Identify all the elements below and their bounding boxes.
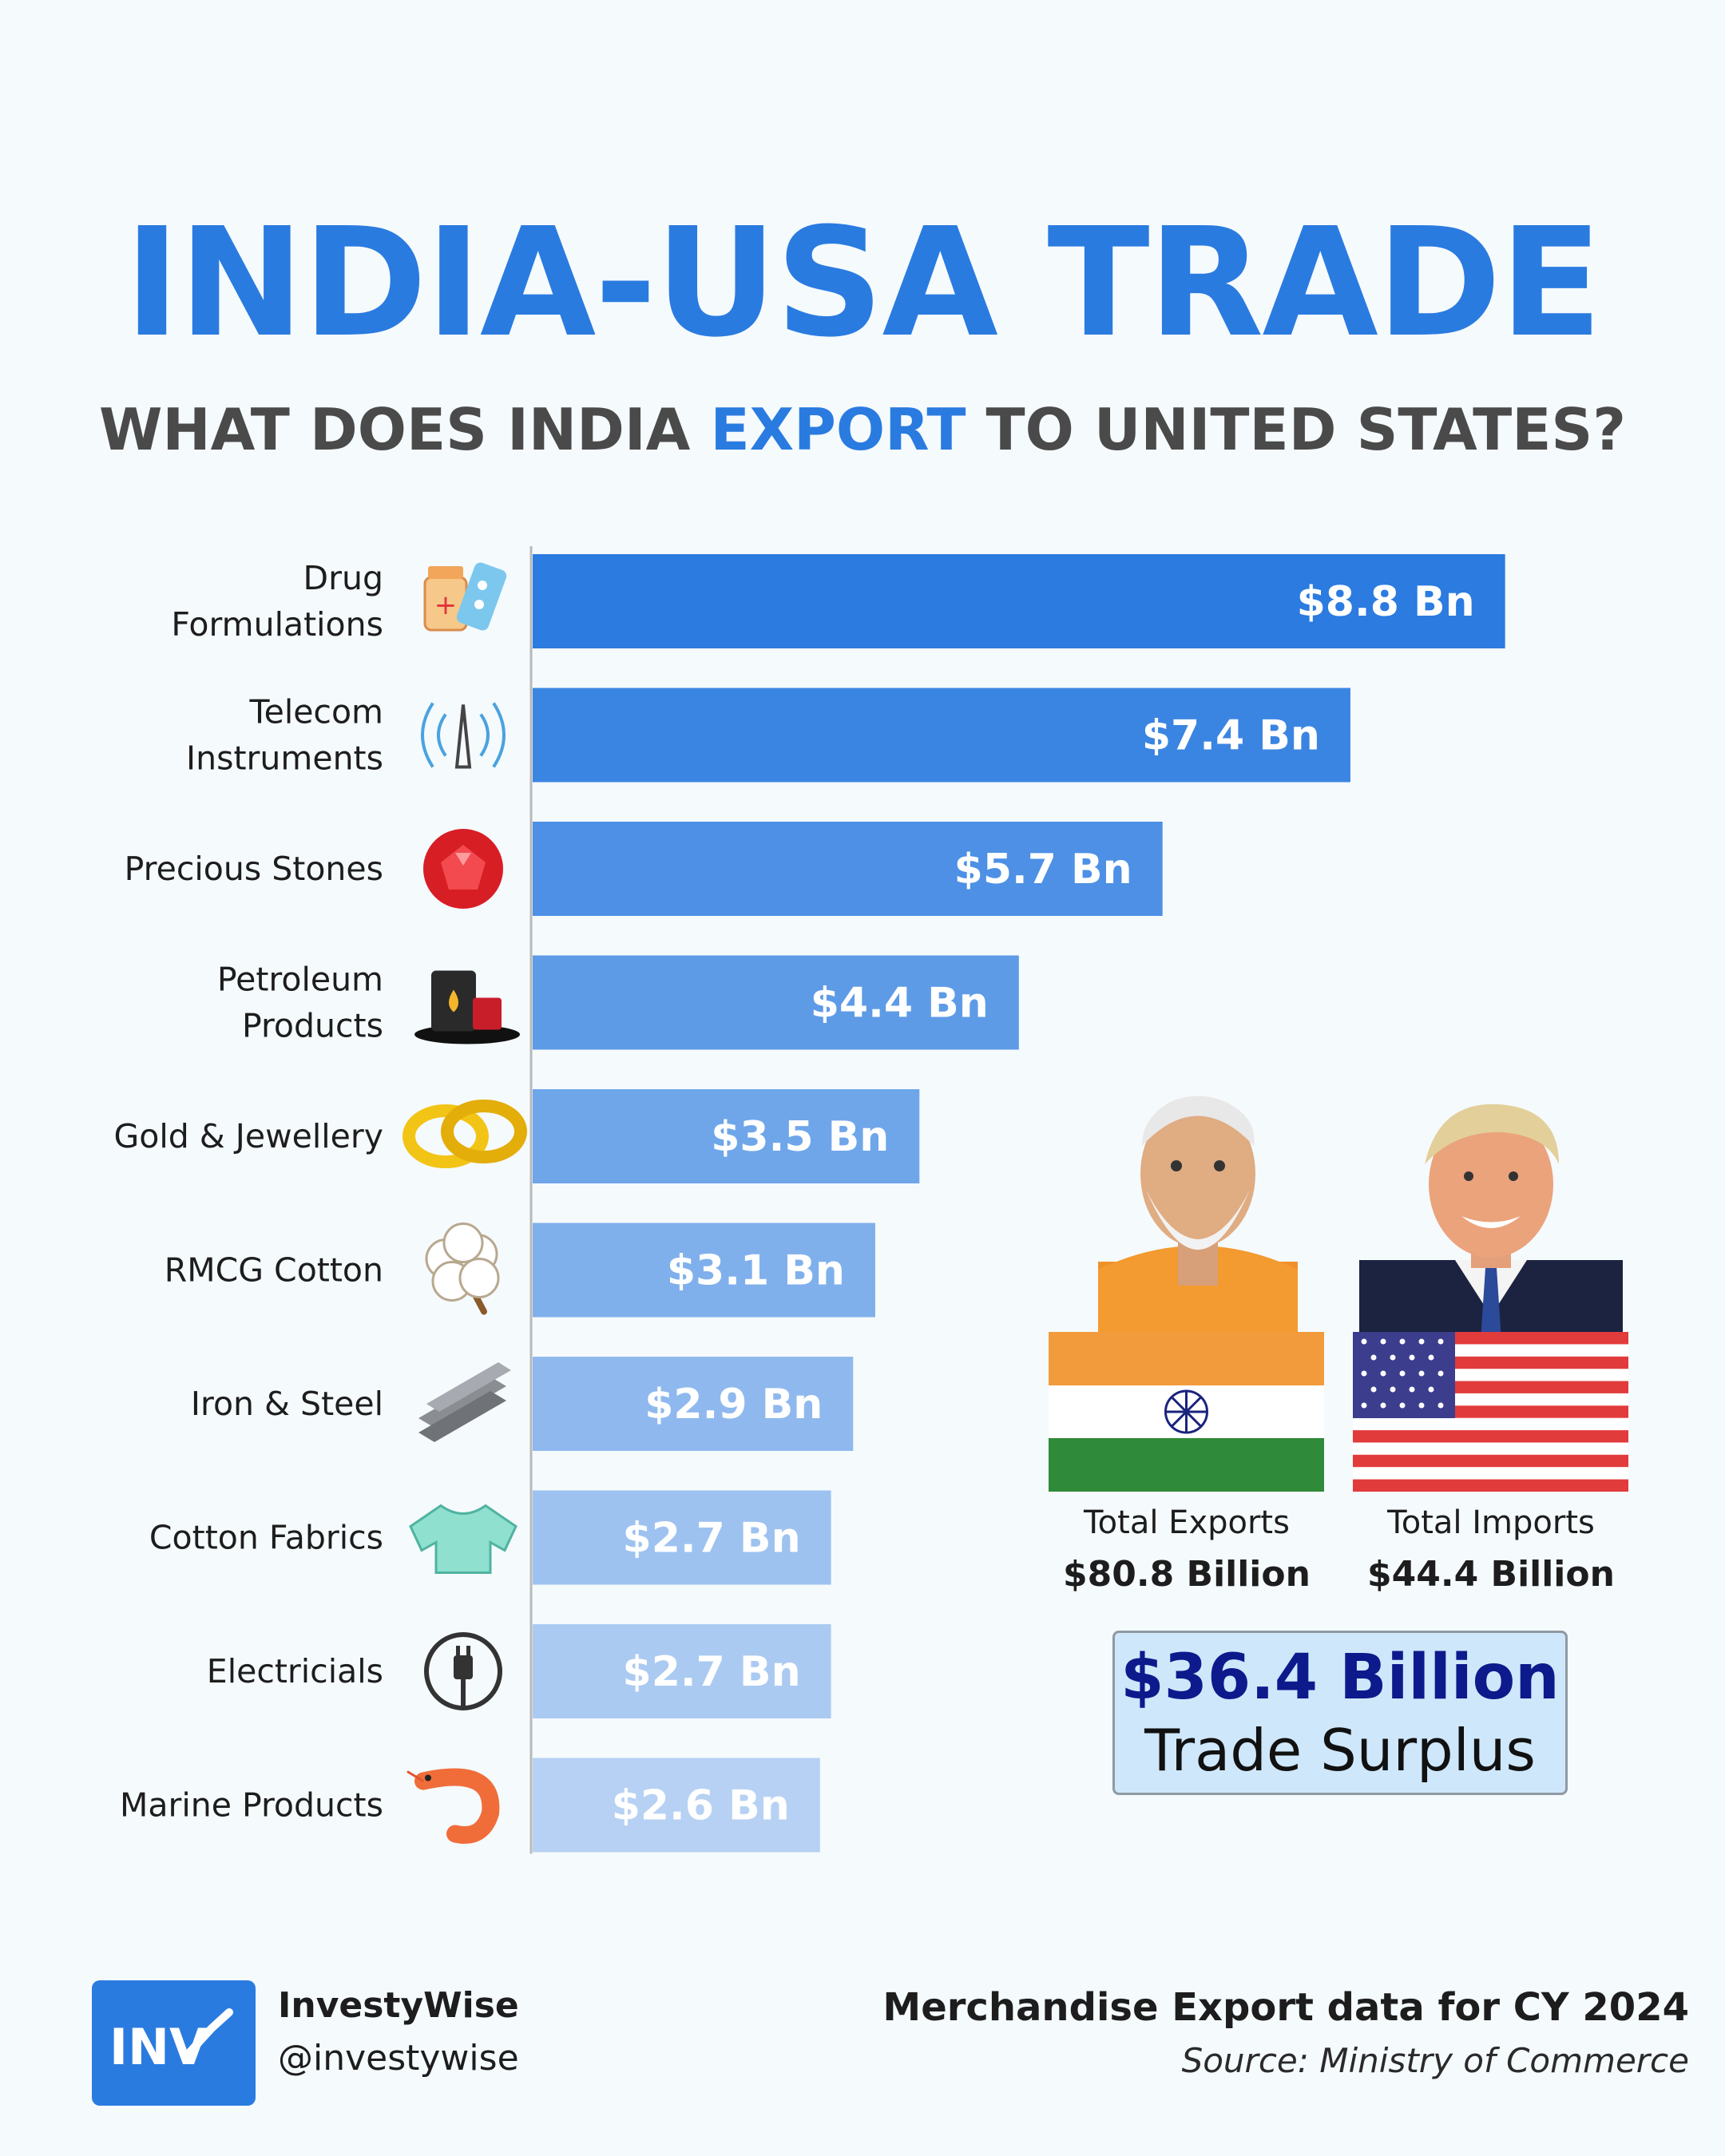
bar-row: $2.7 Bn Electricials [207,1624,831,1718]
category-label: Gold & Jewellery [113,1117,383,1155]
shrimp-icon [406,1768,500,1844]
bar-row: $3.5 Bn Gold & Jewellery [113,1089,920,1183]
india-flag-icon [1049,1332,1324,1492]
subtitle-part-2: TO UNITED STATES? [966,396,1626,463]
bar [533,1357,854,1451]
bar [533,1758,820,1853]
bar-row: $2.9 Bn Iron & Steel [191,1357,854,1451]
category-label: Drug Formulations [171,559,383,644]
data-note: Merchandise Export data for CY 2024 [882,1985,1689,2030]
bar-value-label: $8.8 Bn [1297,578,1475,626]
bar [533,1089,920,1183]
oil-barrel-icon [414,970,520,1044]
bar-row: $7.4 Bn Telecom Instruments [186,688,1350,783]
export-bar-chart: $8.8 Bn Drug Formulations + $7.4 Bn Telecom In… [113,546,1505,1854]
svg-text:+: + [434,589,458,621]
bar-value-label: $2.9 Bn [644,1381,823,1429]
telecom-tower-icon [421,702,506,769]
trade-surplus-label: Trade Surplus [1144,1717,1536,1784]
gold-rings-icon [402,1100,527,1168]
bar-value-label: $2.6 Bn [612,1782,790,1830]
bar-row: $5.7 Bn Precious Stones [125,822,1163,916]
category-label: Precious Stones [125,850,383,888]
gemstone-icon [423,829,503,909]
bar [533,1223,875,1318]
bar [533,554,1505,648]
bar-value-label: $2.7 Bn [623,1515,801,1563]
steel-beams-icon [418,1362,511,1442]
bar-row: $3.1 Bn RMCG Cotton [165,1223,875,1318]
bar [533,688,1350,783]
total-imports-heading: Total Imports [1387,1504,1595,1541]
category-label: Telecom Instruments [186,693,383,778]
category-label: Iron & Steel [191,1385,383,1423]
category-label: Electricials [207,1652,383,1690]
usa-flag-icon [1353,1332,1628,1492]
category-label: Petroleum Products [217,961,383,1045]
category-label: Cotton Fabrics [149,1519,383,1557]
bar-row: $2.7 Bn Cotton Fabrics [149,1490,831,1585]
bar-row: $2.6 Bn Marine Products [120,1758,820,1853]
brand-name: InvestyWise [278,1985,519,2026]
power-plug-icon [424,1632,502,1710]
ashoka-chakra-icon [1164,1389,1208,1434]
bar-value-label: $2.7 Bn [623,1648,801,1696]
bar [533,822,1163,916]
data-source: Source: Ministry of Commerce [1181,2041,1689,2080]
subtitle-part-1: WHAT DOES INDIA [99,396,711,463]
bar-value-label: $5.7 Bn [954,846,1132,894]
total-exports-heading: Total Exports [1084,1504,1290,1541]
cotton-boll-icon [425,1223,500,1315]
total-exports-value: $80.8 Billion [1063,1554,1311,1595]
leader-portrait-india [1098,1096,1298,1334]
bar-row: $8.8 Bn Drug Formulations + [171,554,1505,648]
india-flag-saffron-band [1049,1332,1324,1385]
bar-value-label: $3.1 Bn [667,1247,845,1295]
bar-value-label: $7.4 Bn [1142,712,1320,760]
shirt-icon [409,1504,518,1574]
category-label: RMCG Cotton [165,1251,383,1290]
usa-flag-stars [1361,1338,1444,1409]
page-title: INDIA-USA TRADE [124,196,1603,371]
bar [533,955,1019,1050]
bar-row: $4.4 Bn Petroleum Products [217,955,1019,1050]
category-label: Marine Products [120,1786,383,1825]
investywise-logo: INV [92,1980,256,2106]
trade-surplus-box: $36.4 Billion Trade Surplus [1112,1631,1568,1795]
bar-value-label: $4.4 Bn [811,980,989,1028]
medicine-icon: + [423,562,507,632]
page-subtitle: WHAT DOES INDIA EXPORT TO UNITED STATES? [0,390,1725,470]
brand-handle: @investywise [278,2038,519,2079]
total-imports-value: $44.4 Billion [1367,1554,1615,1595]
leader-portrait-usa [1359,1104,1623,1340]
trade-surplus-amount: $36.4 Billion [1120,1642,1560,1714]
subtitle-highlight: EXPORT [710,396,966,463]
india-flag-green-band [1049,1438,1324,1492]
bar [533,1490,831,1585]
bar [533,1624,831,1718]
bar-value-label: $3.5 Bn [711,1113,889,1161]
